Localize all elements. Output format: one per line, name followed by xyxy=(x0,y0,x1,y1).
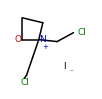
Text: ⁻: ⁻ xyxy=(69,69,73,75)
Text: N: N xyxy=(39,35,46,44)
Text: +: + xyxy=(42,44,48,50)
Text: Cl: Cl xyxy=(20,78,29,87)
Text: I: I xyxy=(63,62,66,71)
Text: Cl: Cl xyxy=(78,28,86,37)
Text: O: O xyxy=(15,35,22,44)
